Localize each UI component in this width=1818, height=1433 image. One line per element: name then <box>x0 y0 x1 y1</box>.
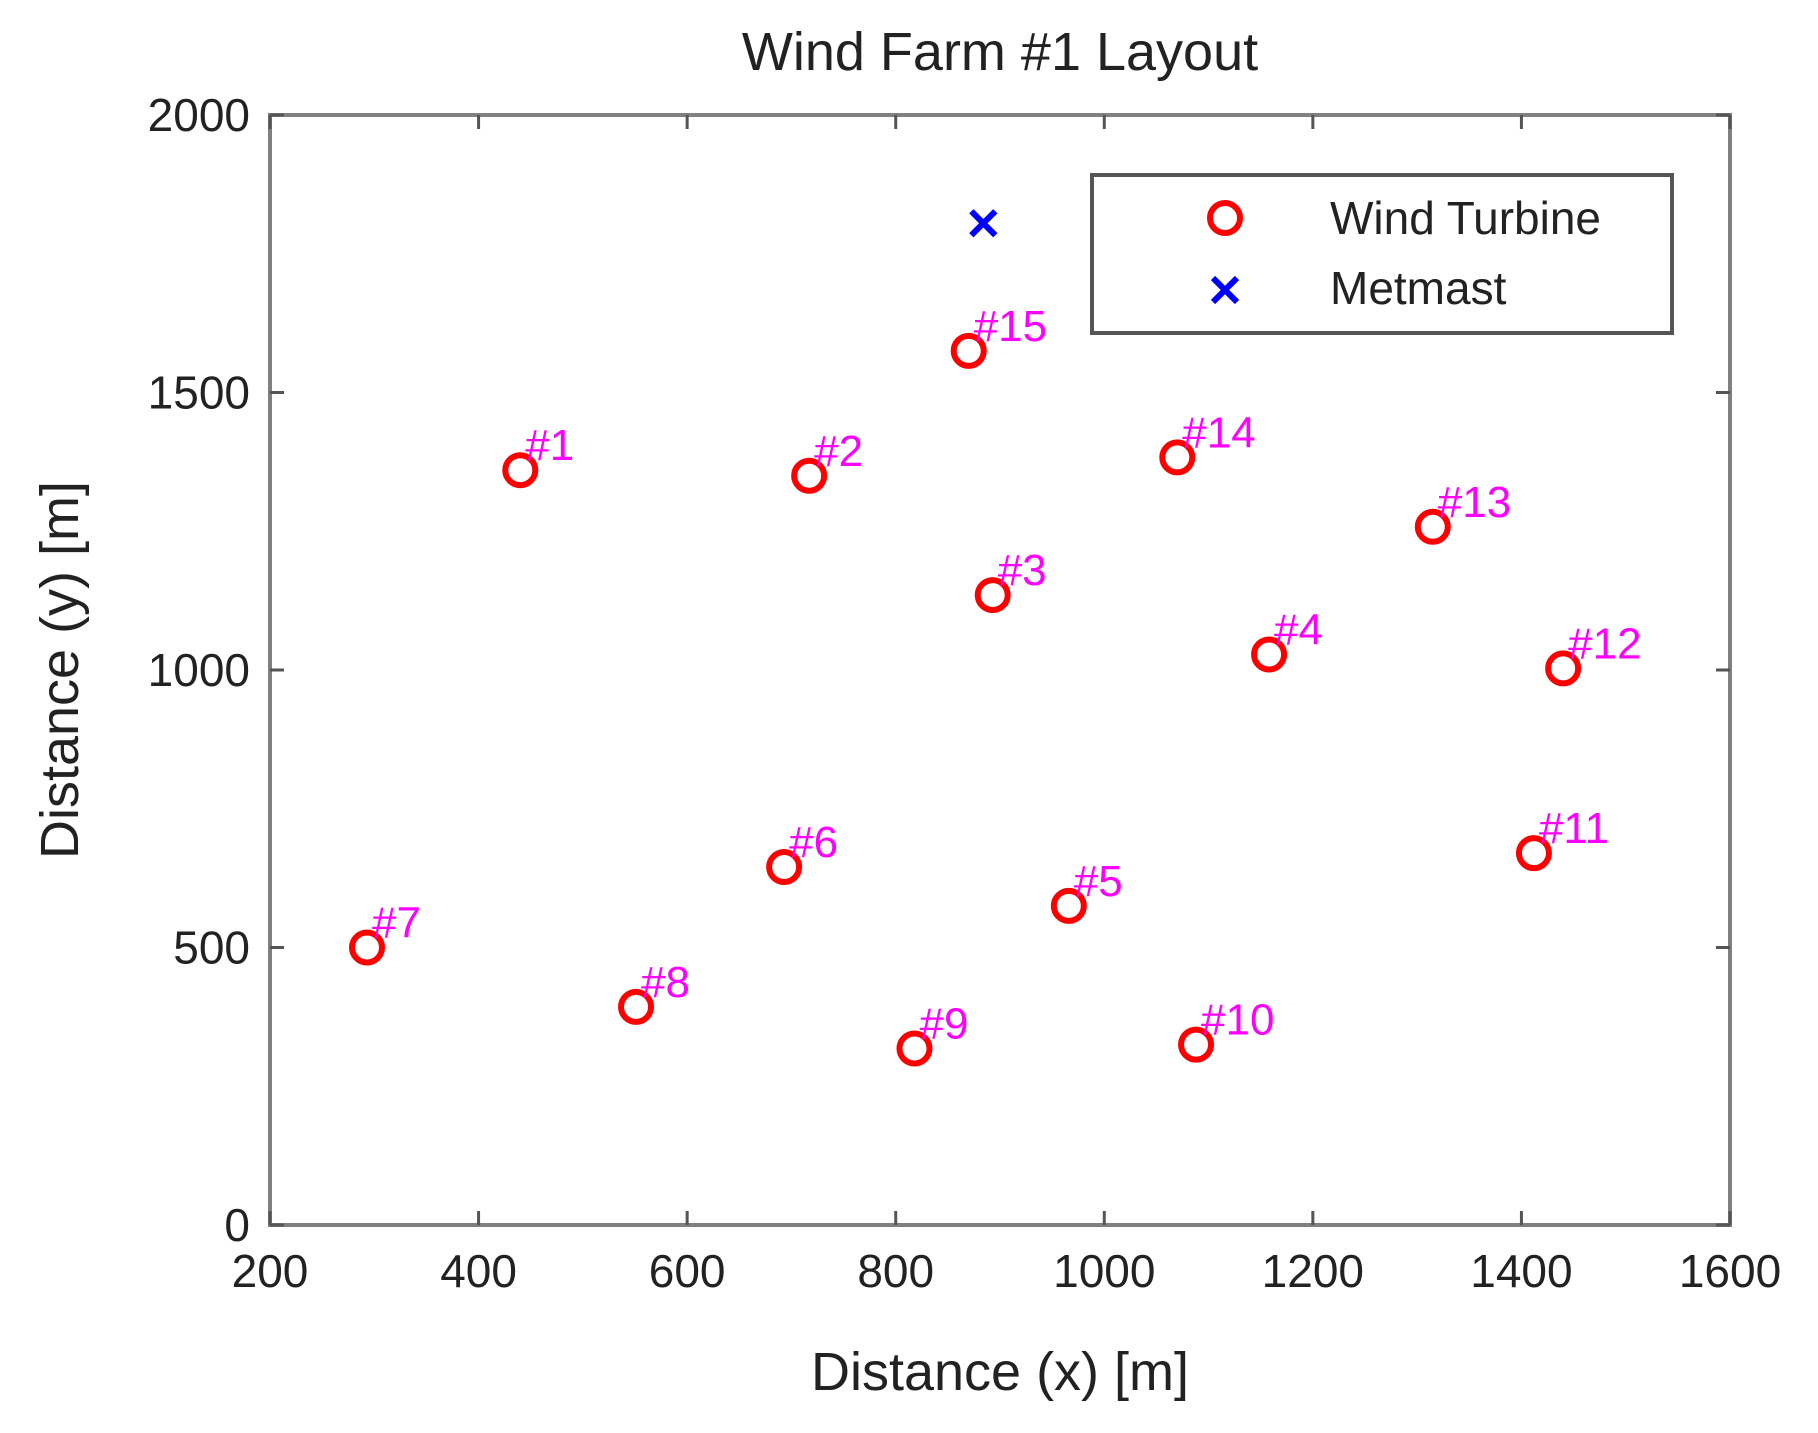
y-axis-ticks: 0 500 1000 1500 2000 <box>148 89 1730 1251</box>
wind-turbine-marker <box>1414 508 1451 545</box>
turbine-label: #4 <box>1274 605 1323 654</box>
legend-items: Wind Turbine Metmast <box>1207 192 1601 314</box>
x-axis-ticks: 200 400 600 800 1000 1200 1400 1600 <box>232 115 1781 1297</box>
chart-title: Wind Farm #1 Layout <box>742 22 1258 82</box>
turbine-label: #10 <box>1201 996 1274 1045</box>
x-tick-label: 1600 <box>1679 1245 1781 1297</box>
turbine-label: #6 <box>789 818 838 867</box>
legend-metmast-label: Metmast <box>1330 262 1507 314</box>
y-tick-label: 2000 <box>148 89 250 141</box>
x-tick-label: 1000 <box>1053 1245 1155 1297</box>
x-tick-label: 200 <box>232 1245 309 1297</box>
wind-turbine-marker <box>950 332 987 369</box>
wind-turbine-marker <box>348 929 385 966</box>
y-tick-label: 1000 <box>148 644 250 696</box>
wind-turbine-marker <box>791 457 828 494</box>
x-tick-label: 400 <box>440 1245 517 1297</box>
data-points: #1 #2 #3 #4 #5 #6 #7 #8 #9 #10 #11 #12 #13 #14 #15 <box>348 209 1642 1067</box>
legend: Wind Turbine Metmast <box>1090 173 1674 335</box>
legend-box <box>1090 173 1674 335</box>
wind-turbine-marker <box>896 1030 933 1067</box>
turbine-label: #12 <box>1568 619 1641 668</box>
x-tick-label: 600 <box>649 1245 726 1297</box>
wind-turbine-marker <box>618 988 655 1025</box>
turbine-label: #3 <box>998 546 1047 595</box>
x-tick-label: 800 <box>857 1245 934 1297</box>
wind-turbine-marker <box>1178 1026 1215 1063</box>
turbine-label: #11 <box>1539 804 1609 853</box>
wind-turbine-marker <box>1545 650 1582 687</box>
wind-turbine-marker <box>1159 439 1196 476</box>
wind-turbine-marker <box>1251 636 1288 673</box>
y-tick-label: 0 <box>224 1199 250 1251</box>
turbine-label: #14 <box>1182 408 1255 457</box>
wind-turbine-marker <box>974 577 1011 614</box>
turbine-label: #1 <box>525 421 574 470</box>
x-tick-label: 1400 <box>1470 1245 1572 1297</box>
turbine-label: #9 <box>919 1000 968 1049</box>
wind-turbine-marker <box>1515 835 1552 872</box>
y-axis-label: Distance (y) [m] <box>30 481 90 859</box>
turbine-label: #2 <box>814 427 863 476</box>
x-tick-label: 1200 <box>1262 1245 1364 1297</box>
x-axis-label: Distance (x) [m] <box>811 1342 1189 1402</box>
wind-turbine-marker <box>766 849 803 886</box>
turbine-label: #7 <box>372 899 421 948</box>
turbine-label: #13 <box>1438 478 1511 527</box>
turbine-label: #15 <box>974 302 1047 351</box>
turbine-label: #5 <box>1074 857 1123 906</box>
wind-turbine-marker <box>1050 887 1087 924</box>
legend-metmast-marker <box>1210 275 1240 305</box>
legend-wind-turbine-label: Wind Turbine <box>1330 192 1601 244</box>
y-tick-label: 500 <box>173 922 250 974</box>
y-tick-label: 1500 <box>148 367 250 419</box>
legend-wind-turbine-marker <box>1207 200 1243 236</box>
turbine-label: #8 <box>641 958 690 1007</box>
metmast-marker <box>969 209 998 238</box>
wind-turbine-marker <box>502 452 539 489</box>
